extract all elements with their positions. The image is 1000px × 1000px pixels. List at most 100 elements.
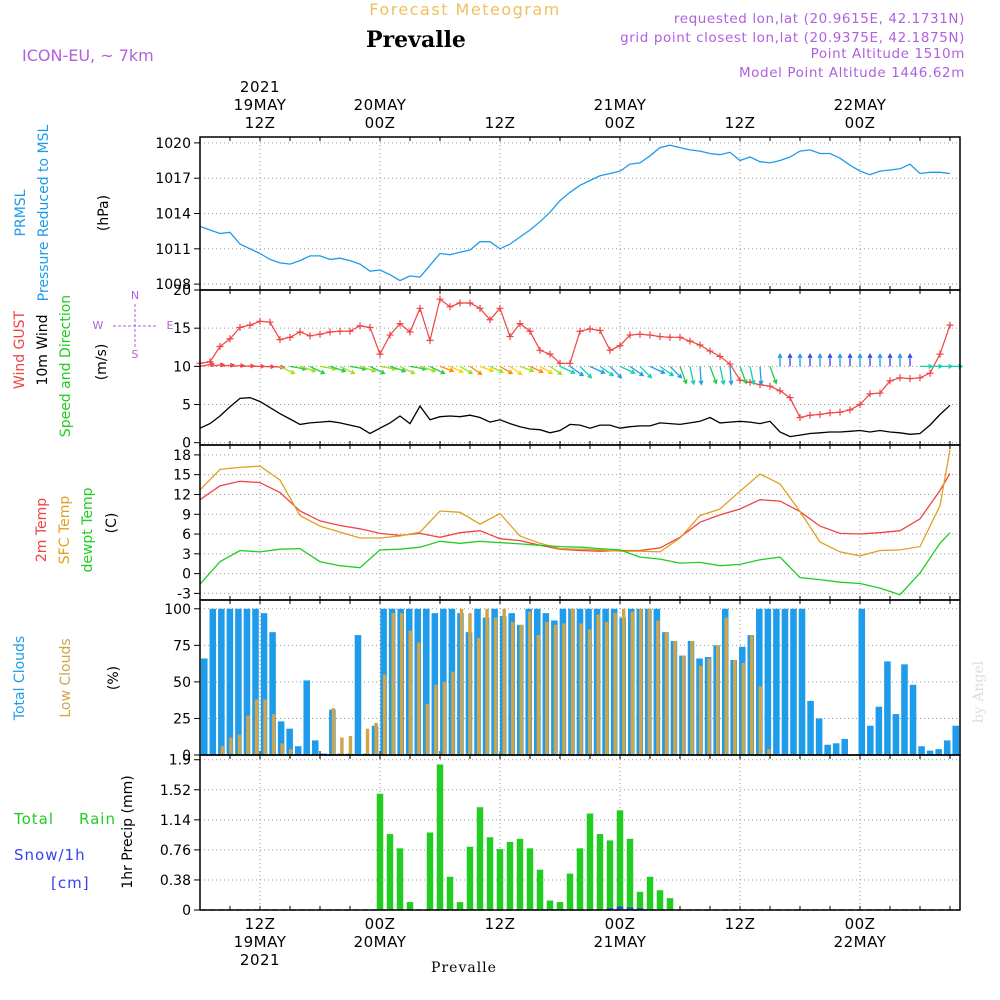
low-cloud-bar — [365, 728, 370, 755]
gust-marker — [306, 332, 314, 340]
wind-frame — [199, 289, 961, 446]
rain-bar — [566, 873, 574, 910]
gust-marker — [726, 360, 734, 368]
low-cloud-bar — [639, 608, 643, 755]
model-label: ICON-EU, ~ 7km — [22, 46, 154, 65]
gust-marker — [366, 323, 374, 331]
low-cloud-bar — [647, 608, 652, 755]
pressure-ytick-label: 1020 — [155, 136, 191, 152]
wind-direction-arrow — [299, 365, 317, 373]
temp-ytick-label: 6 — [182, 527, 191, 543]
gust-marker — [436, 295, 444, 303]
gust-marker — [506, 333, 514, 341]
time-axis-label: 20MAY — [354, 96, 407, 114]
gust-marker — [706, 347, 714, 355]
wind-direction-arrow — [629, 365, 645, 377]
wind-direction-arrow — [827, 353, 833, 367]
low-cloud-bar — [767, 749, 771, 755]
low-cloud-bar — [536, 635, 541, 755]
gust-marker — [426, 336, 434, 344]
wind-direction-arrow — [787, 353, 793, 367]
wind-direction-arrow — [589, 365, 606, 375]
low-cloud-bar — [280, 743, 284, 755]
wind-label-1: Wind GUST — [12, 310, 28, 389]
low-cloud-bar — [579, 623, 583, 755]
clouds-ytick-label: 25 — [173, 711, 191, 727]
time-axis-label: 22MAY — [834, 933, 887, 951]
wind-direction-arrow — [499, 365, 514, 375]
total-cloud-bar — [867, 725, 874, 755]
low-cloud-bar — [528, 611, 532, 755]
total-cloud-bar — [832, 743, 840, 755]
wind-direction-arrow — [758, 366, 764, 386]
clouds-panel: 0 25 50 75 100 — [164, 599, 961, 764]
low-cloud-bar — [442, 681, 447, 755]
low-cloud-bar — [613, 613, 617, 755]
wind-direction-arrow — [619, 365, 636, 375]
wind-direction-arrow — [649, 365, 666, 375]
total-cloud-bar — [277, 721, 285, 755]
total-cloud-bar — [781, 608, 789, 755]
gust-marker — [646, 331, 654, 339]
gust-marker — [716, 352, 724, 360]
total-cloud-bar — [431, 613, 439, 755]
gust-marker — [396, 320, 404, 328]
wind-ytick-label: 15 — [173, 321, 191, 337]
wind-direction-arrow — [847, 353, 853, 367]
gust-marker — [796, 414, 804, 422]
total-cloud-bar — [423, 608, 430, 755]
gust-marker — [276, 336, 284, 344]
gust-marker — [926, 369, 934, 377]
low-cloud-bar — [587, 629, 592, 755]
total-cloud-bar — [841, 738, 848, 755]
total-cloud-bar — [790, 608, 797, 755]
gust-marker — [566, 359, 574, 367]
gust-marker — [766, 382, 774, 390]
wind-direction-arrow — [907, 353, 913, 367]
gust-marker — [346, 327, 354, 335]
supertitle: Forecast Meteogram — [369, 0, 560, 19]
low-cloud-bar — [621, 608, 626, 755]
compass-rose: N W E S — [93, 289, 174, 361]
time-axis-label: 21MAY — [594, 933, 647, 951]
rain-bar — [426, 832, 434, 910]
low-cloud-bar — [741, 662, 745, 755]
wind-direction-arrow — [369, 365, 386, 375]
gust-marker — [326, 328, 334, 336]
gust-marker — [296, 328, 304, 336]
wind-direction-arrow — [329, 365, 347, 373]
total-cloud-bar — [943, 740, 951, 755]
rain-bar — [656, 890, 664, 910]
precip-ytick-label: 0.38 — [160, 873, 191, 889]
low-cloud-bar — [288, 749, 293, 755]
total-cloud-bar — [918, 746, 925, 755]
wind-direction-arrow — [897, 353, 903, 367]
total-cloud-bar — [901, 664, 908, 755]
total-cloud-bar — [952, 725, 959, 755]
wind-direction-arrow — [797, 353, 803, 367]
wind-ytick-label: 0 — [182, 436, 191, 452]
gust-marker — [686, 337, 694, 345]
wind-direction-arrow — [389, 365, 407, 373]
pressure-ytick-label: 1008 — [155, 277, 191, 293]
time-axis-label: 2021 — [240, 78, 280, 96]
total-cloud-bar — [892, 714, 900, 755]
low-cloud-bar — [340, 737, 344, 755]
wind-direction-arrow — [569, 365, 585, 377]
low-cloud-bar — [485, 608, 489, 755]
gust-line — [199, 298, 951, 419]
gust-marker — [936, 350, 944, 358]
gust-marker — [886, 377, 894, 385]
total-cloud-bar — [926, 750, 934, 755]
wind-direction-arrow — [877, 353, 883, 367]
precip-frame — [199, 754, 961, 911]
temp-ytick-label: 12 — [173, 487, 191, 503]
gust-marker — [586, 325, 594, 333]
wind-direction-arrow — [419, 365, 437, 373]
temp-ylabels: 2m Temp SFC Temp dewpt Temp (C) — [34, 487, 120, 572]
compass-south: S — [132, 348, 139, 361]
total-cloud-bar — [354, 635, 362, 755]
snow-bar — [636, 908, 644, 911]
clouds-ylabels: Total Clouds Low Clouds (%) — [12, 636, 122, 721]
gust-marker — [916, 374, 924, 382]
